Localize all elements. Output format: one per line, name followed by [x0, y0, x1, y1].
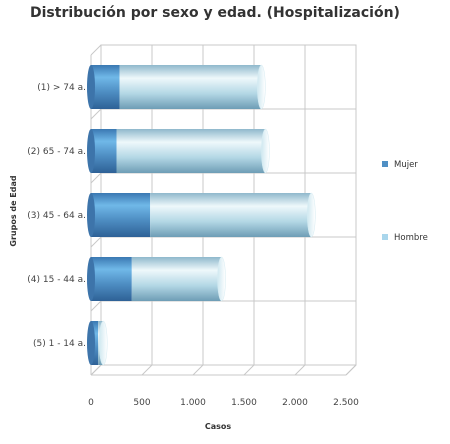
legend: Mujer Hombre: [382, 160, 428, 243]
bar-right-cap: [307, 192, 316, 238]
y-axis-title: Grupos de Edad: [9, 175, 18, 247]
x-tick-label: 2.000: [282, 398, 308, 408]
bar-left-cap: [87, 65, 95, 109]
bar-left-cap: [87, 321, 95, 365]
bar-mujer: [91, 257, 132, 301]
legend-label-hombre: Hombre: [394, 233, 428, 243]
bar-hombre: [119, 65, 262, 109]
y-tick-label: (3) 45 - 64 a.: [27, 211, 86, 221]
legend-swatch-mujer: [382, 161, 388, 167]
chart-title: Distribución por sexo y edad. (Hospitali…: [30, 5, 400, 21]
bar-right-cap: [261, 128, 270, 174]
bar-hombre: [116, 129, 266, 173]
y-tick-label: (4) 15 - 44 a.: [27, 275, 86, 285]
bar-hombre: [150, 193, 312, 237]
bar-right-cap: [257, 64, 266, 110]
bar-mujer: [91, 193, 151, 237]
bars-layer: [87, 64, 316, 366]
bar-right-cap: [217, 256, 226, 302]
labels-layer: 0 500 1.000 1.500 2.000 2.500 (1) > 74 a. (2) 6…: [27, 83, 359, 408]
bar-right-cap: [98, 320, 108, 366]
x-tick-label: 0: [88, 398, 94, 408]
x-tick-label: 2.500: [333, 398, 359, 408]
x-axis-title: Casos: [205, 422, 232, 431]
bar-left-cap: [87, 129, 95, 173]
y-tick-label: (5) 1 - 14 a.: [33, 339, 86, 349]
x-tick-label: 500: [133, 398, 150, 408]
y-tick-label: (2) 65 - 74 a.: [27, 147, 86, 157]
bar-mujer: [91, 129, 117, 173]
bar-hombre: [131, 257, 222, 301]
y-tick-label: (1) > 74 a.: [37, 83, 86, 93]
x-tick-label: 1.500: [231, 398, 257, 408]
bar-left-cap: [87, 257, 95, 301]
x-tick-label: 1.000: [180, 398, 206, 408]
legend-swatch-hombre: [382, 234, 388, 240]
bar-mujer: [91, 65, 120, 109]
bar-left-cap: [87, 193, 95, 237]
legend-label-mujer: Mujer: [394, 160, 418, 170]
